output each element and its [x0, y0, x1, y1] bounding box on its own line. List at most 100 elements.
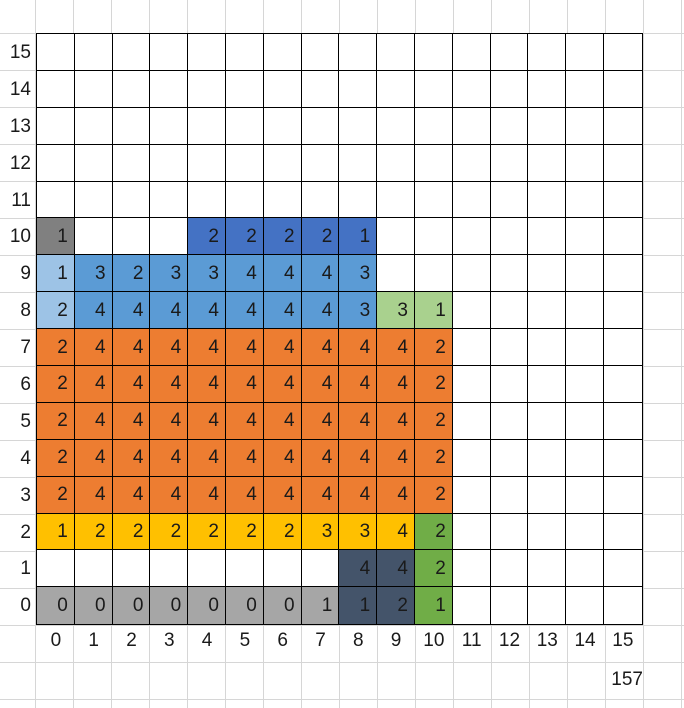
- grid-cell-x7-y9[interactable]: 4: [301, 255, 340, 293]
- grid-cell-x3-y10[interactable]: [150, 218, 189, 256]
- grid-cell-x3-y8[interactable]: 4: [150, 292, 189, 330]
- grid-cell-x4-y11[interactable]: [188, 181, 226, 219]
- grid-cell-x0-y13[interactable]: [37, 107, 75, 145]
- grid-cell-x13-y3[interactable]: [528, 476, 567, 514]
- grid-cell-x7-y5[interactable]: 4: [301, 402, 340, 440]
- grid-cell-x13-y5[interactable]: [528, 402, 567, 440]
- grid-cell-x9-y3[interactable]: 4: [377, 476, 415, 514]
- grid-cell-x11-y2[interactable]: [452, 513, 491, 551]
- grid-cell-x5-y1[interactable]: [225, 550, 264, 588]
- grid-cell-x15-y9[interactable]: [603, 255, 642, 293]
- grid-cell-x2-y0[interactable]: 0: [112, 587, 151, 625]
- grid-cell-x4-y12[interactable]: [188, 144, 226, 182]
- grid-cell-x13-y2[interactable]: [528, 513, 567, 551]
- grid-cell-x7-y10[interactable]: 2: [301, 218, 340, 256]
- grid-cell-x1-y13[interactable]: [74, 107, 113, 145]
- grid-cell-x9-y13[interactable]: [377, 107, 415, 145]
- grid-cell-x11-y9[interactable]: [452, 255, 491, 293]
- grid-cell-x10-y14[interactable]: [414, 70, 453, 108]
- grid-cell-x6-y10[interactable]: 2: [263, 218, 302, 256]
- grid-cell-x12-y9[interactable]: [490, 255, 529, 293]
- grid-cell-x13-y15[interactable]: [528, 34, 567, 71]
- grid-cell-x3-y11[interactable]: [150, 181, 189, 219]
- grid-cell-x5-y0[interactable]: 0: [225, 587, 264, 625]
- grid-cell-x0-y2[interactable]: 1: [37, 513, 75, 551]
- grid-cell-x6-y7[interactable]: 4: [263, 329, 302, 367]
- grid-cell-x1-y5[interactable]: 4: [74, 402, 113, 440]
- grid-cell-x13-y9[interactable]: [528, 255, 567, 293]
- grid-cell-x3-y12[interactable]: [150, 144, 189, 182]
- grid-cell-x13-y11[interactable]: [528, 181, 567, 219]
- grid-cell-x15-y15[interactable]: [603, 34, 642, 71]
- grid-cell-x10-y8[interactable]: 1: [414, 292, 453, 330]
- grid-cell-x8-y15[interactable]: [339, 34, 378, 71]
- grid-cell-x0-y0[interactable]: 0: [37, 587, 75, 625]
- grid-cell-x1-y2[interactable]: 2: [74, 513, 113, 551]
- grid-cell-x12-y2[interactable]: [490, 513, 529, 551]
- grid-cell-x4-y1[interactable]: [188, 550, 226, 588]
- grid-cell-x11-y4[interactable]: [452, 439, 491, 477]
- grid-cell-x9-y5[interactable]: 4: [377, 402, 415, 440]
- grid-cell-x12-y0[interactable]: [491, 587, 529, 625]
- grid-cell-x7-y8[interactable]: 4: [301, 292, 340, 330]
- grid-cell-x4-y5[interactable]: 4: [188, 402, 226, 440]
- grid-cell-x3-y5[interactable]: 4: [150, 402, 189, 440]
- grid-cell-x10-y10[interactable]: [414, 218, 453, 256]
- grid-cell-x9-y2[interactable]: 4: [377, 513, 415, 551]
- grid-cell-x10-y11[interactable]: [414, 181, 453, 219]
- grid-cell-x9-y6[interactable]: 4: [377, 366, 415, 403]
- grid-cell-x5-y7[interactable]: 4: [225, 329, 264, 367]
- grid-cell-x14-y5[interactable]: [566, 402, 604, 440]
- grid-cell-x9-y8[interactable]: 3: [377, 292, 415, 330]
- grid-cell-x11-y5[interactable]: [452, 402, 491, 440]
- grid-cell-x1-y0[interactable]: 0: [74, 587, 113, 625]
- grid-cell-x12-y3[interactable]: [490, 476, 529, 514]
- grid-cell-x12-y11[interactable]: [490, 181, 529, 219]
- grid-cell-x13-y0[interactable]: [528, 587, 567, 625]
- grid-cell-x2-y2[interactable]: 2: [112, 513, 151, 551]
- grid-cell-x0-y11[interactable]: [37, 181, 75, 219]
- grid-cell-x7-y12[interactable]: [301, 144, 340, 182]
- grid-cell-x7-y13[interactable]: [301, 107, 340, 145]
- grid-cell-x8-y0[interactable]: 1: [339, 587, 378, 625]
- grid-cell-x5-y3[interactable]: 4: [225, 476, 264, 514]
- grid-cell-x4-y2[interactable]: 2: [188, 513, 226, 551]
- grid-cell-x1-y10[interactable]: [74, 218, 113, 256]
- grid-cell-x4-y10[interactable]: 2: [188, 218, 226, 256]
- grid-cell-x4-y15[interactable]: [188, 34, 226, 71]
- grid-cell-x4-y8[interactable]: 4: [188, 292, 226, 330]
- grid-cell-x6-y6[interactable]: 4: [263, 366, 302, 403]
- grid-cell-x1-y12[interactable]: [74, 144, 113, 182]
- grid-cell-x9-y1[interactable]: 4: [377, 550, 415, 588]
- grid-cell-x7-y4[interactable]: 4: [301, 439, 340, 477]
- grid-cell-x14-y11[interactable]: [566, 181, 604, 219]
- grid-cell-x12-y14[interactable]: [490, 70, 529, 108]
- grid-cell-x0-y7[interactable]: 2: [37, 329, 75, 367]
- grid-cell-x4-y0[interactable]: 0: [188, 587, 226, 625]
- grid-cell-x0-y4[interactable]: 2: [37, 439, 75, 477]
- grid-cell-x13-y8[interactable]: [528, 292, 567, 330]
- grid-cell-x3-y14[interactable]: [150, 70, 189, 108]
- grid-cell-x7-y2[interactable]: 3: [301, 513, 340, 551]
- grid-cell-x10-y4[interactable]: 2: [414, 439, 453, 477]
- grid-cell-x10-y7[interactable]: 2: [414, 329, 453, 367]
- grid-cell-x6-y2[interactable]: 2: [263, 513, 302, 551]
- grid-cell-x2-y13[interactable]: [112, 107, 151, 145]
- grid-cell-x8-y12[interactable]: [339, 144, 378, 182]
- grid-cell-x4-y14[interactable]: [188, 70, 226, 108]
- grid-cell-x5-y4[interactable]: 4: [225, 439, 264, 477]
- grid-cell-x1-y14[interactable]: [74, 70, 113, 108]
- grid-cell-x6-y3[interactable]: 4: [263, 476, 302, 514]
- grid-cell-x6-y9[interactable]: 4: [263, 255, 302, 293]
- grid-cell-x2-y1[interactable]: [112, 550, 151, 588]
- grid-cell-x15-y5[interactable]: [603, 403, 642, 440]
- grid-cell-x5-y5[interactable]: 4: [225, 402, 264, 440]
- grid-cell-x5-y11[interactable]: [225, 181, 264, 219]
- grid-cell-x11-y7[interactable]: [452, 329, 491, 367]
- grid-cell-x6-y13[interactable]: [263, 107, 302, 145]
- grid-cell-x0-y10[interactable]: 1: [37, 218, 75, 256]
- grid-cell-x7-y6[interactable]: 4: [301, 366, 340, 403]
- grid-cell-x2-y5[interactable]: 4: [112, 402, 151, 440]
- grid-cell-x1-y1[interactable]: [74, 550, 113, 588]
- grid-cell-x10-y0[interactable]: 1: [414, 587, 453, 625]
